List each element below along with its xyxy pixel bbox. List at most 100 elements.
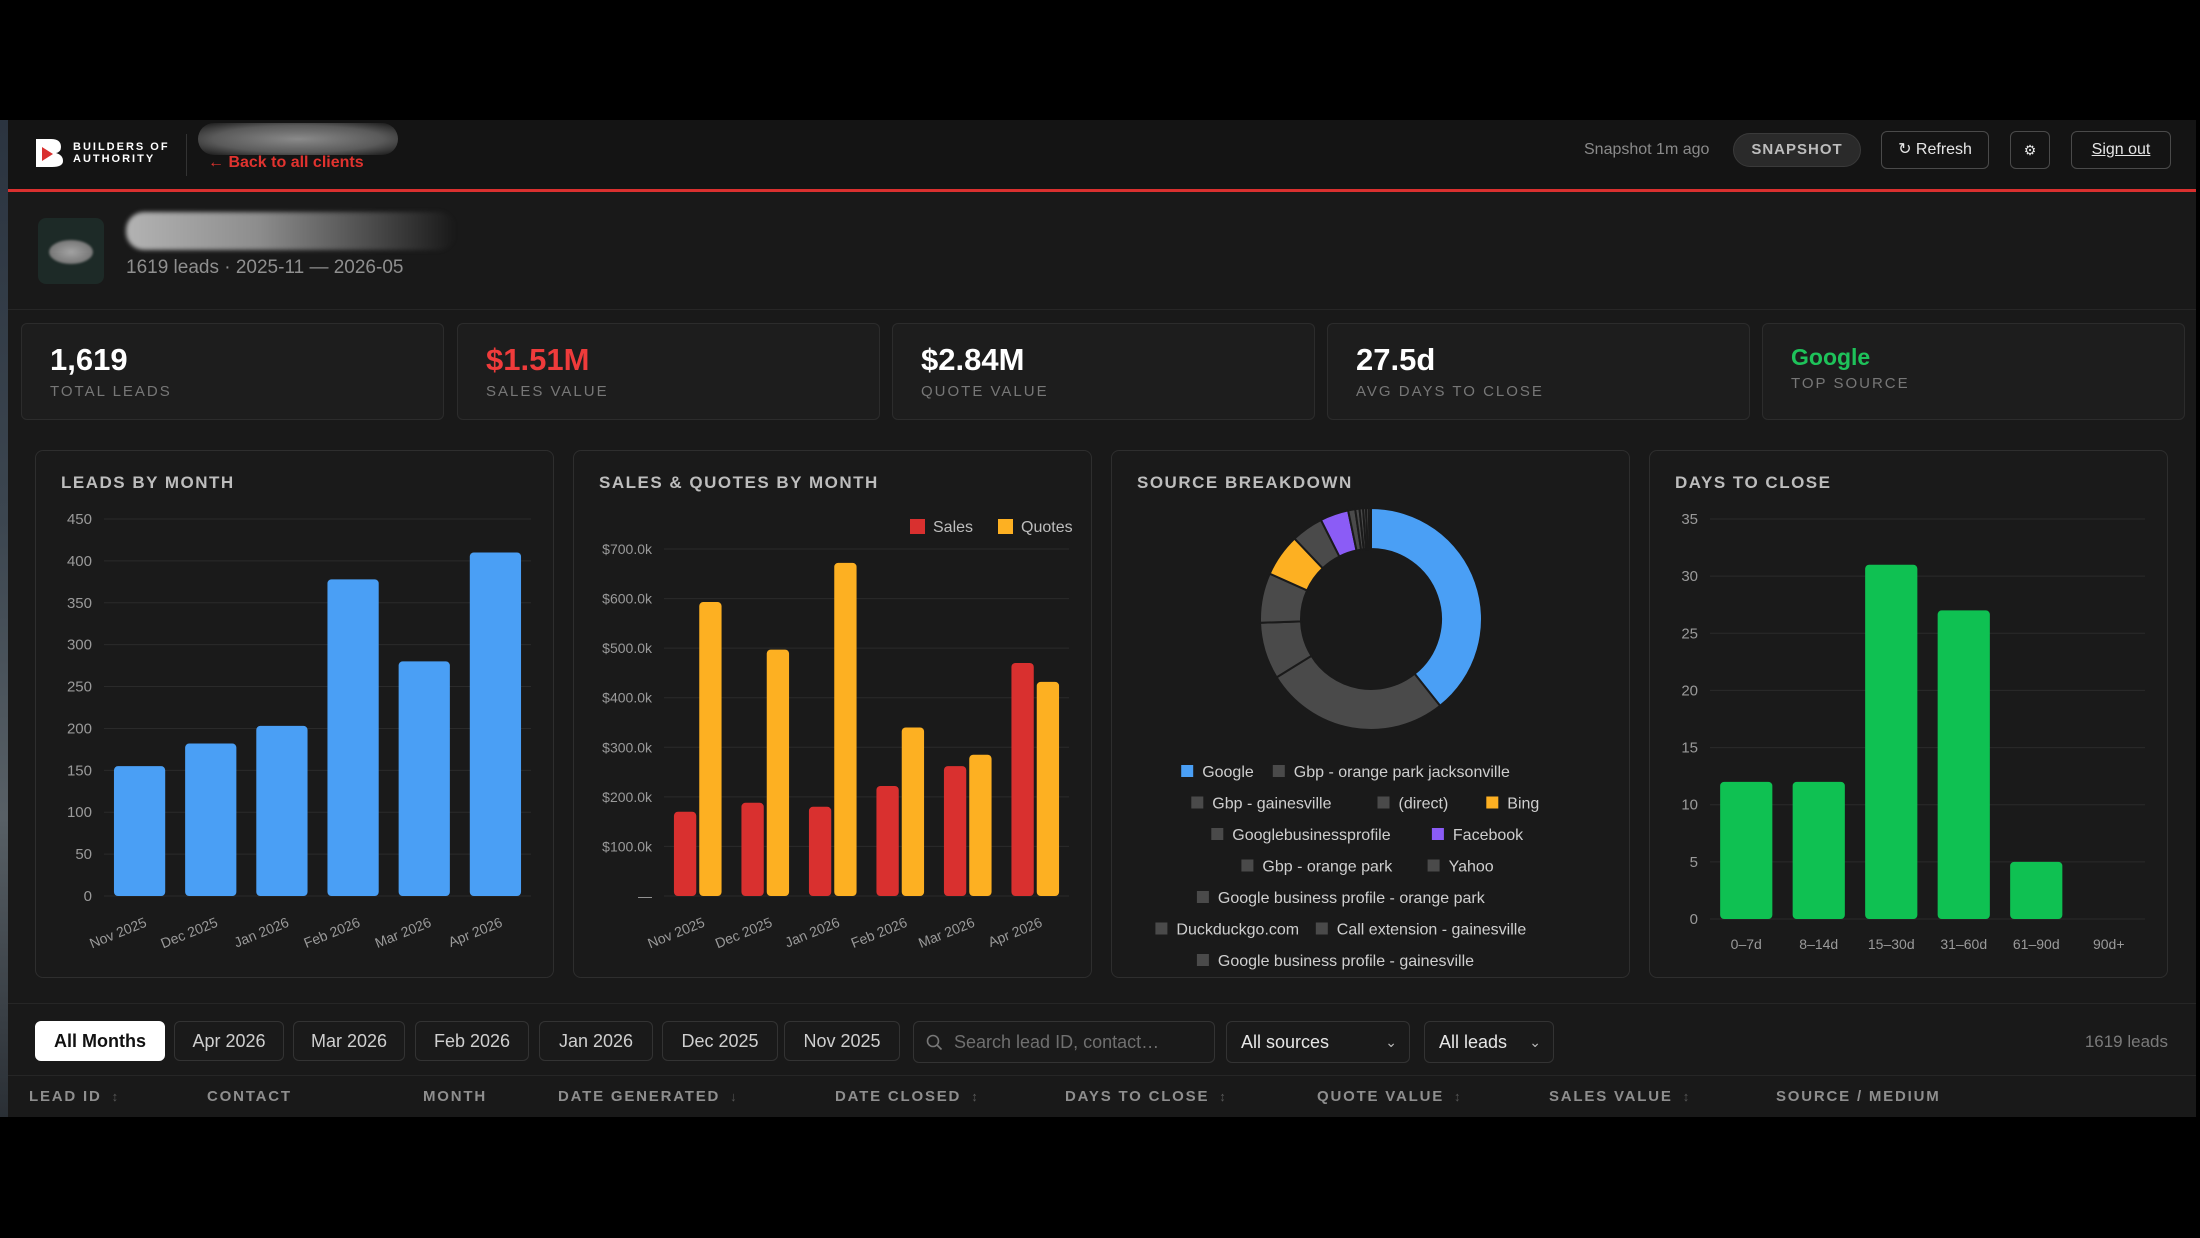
column-header-quote-value[interactable]: QUOTE VALUE ↕ — [1317, 1088, 1463, 1105]
filter-pill-jan-2026[interactable]: Jan 2026 — [539, 1021, 653, 1061]
kpi-value: Google — [1791, 344, 1871, 370]
x-tick-label: 31–60d — [1940, 936, 1987, 952]
logo-text: BUILDERS OF AUTHORITY — [73, 141, 170, 165]
legend-label: Gbp - orange park jacksonville — [1294, 764, 1510, 781]
lead-type-select[interactable]: All leads ⌄ — [1424, 1021, 1554, 1063]
filter-pill-all-months[interactable]: All Months — [35, 1021, 165, 1061]
column-header-month[interactable]: MONTH — [423, 1088, 487, 1105]
bar-value — [1937, 610, 1990, 919]
column-header-lead-id[interactable]: LEAD ID ↕ — [29, 1088, 120, 1105]
legend-swatch — [1431, 828, 1444, 840]
legend-swatch — [1196, 954, 1209, 966]
source-select[interactable]: All sources ⌄ — [1226, 1021, 1410, 1063]
redacted-client-name — [198, 123, 398, 155]
legend-swatch — [1155, 922, 1168, 935]
y-tick-label: 10 — [1681, 797, 1698, 814]
builders-of-authority-logo[interactable]: BUILDERS OF AUTHORITY — [33, 136, 178, 168]
kpi-total-leads: 1,619 TOTAL LEADS — [21, 323, 444, 420]
kpi-value: $2.84M — [921, 342, 1025, 377]
y-tick-label: 400 — [67, 553, 92, 570]
column-header-days-to-close[interactable]: DAYS TO CLOSE ↕ — [1065, 1088, 1228, 1105]
legend-label: Bing — [1507, 796, 1539, 813]
x-tick-label: Dec 2025 — [158, 914, 220, 951]
filter-pill-feb-2026[interactable]: Feb 2026 — [415, 1021, 529, 1061]
search-input[interactable] — [954, 1030, 1204, 1054]
y-tick-label: $700.0k — [602, 541, 653, 557]
gear-icon[interactable]: ⚙ — [2010, 131, 2050, 169]
kpi-label: TOP SOURCE — [1791, 375, 1910, 392]
kpi-top-source: Google TOP SOURCE — [1762, 323, 2185, 420]
legend-label: Google — [1202, 764, 1254, 781]
kpi-label: SALES VALUE — [486, 383, 609, 400]
y-tick-label: 15 — [1681, 740, 1698, 757]
legend-label: Gbp - gainesville — [1212, 796, 1331, 813]
bar-value — [2010, 861, 2063, 919]
column-header-sales-value[interactable]: SALES VALUE ↕ — [1549, 1088, 1692, 1105]
y-tick-label: $500.0k — [602, 640, 653, 656]
legend-label: Sales — [933, 519, 973, 536]
column-header-date-generated[interactable]: DATE GENERATED ↓ — [558, 1088, 739, 1105]
legend-swatch — [1191, 796, 1204, 809]
x-tick-label: Feb 2026 — [849, 914, 910, 951]
x-tick-label: 0–7d — [1731, 936, 1762, 952]
x-tick-label: Jan 2026 — [232, 914, 292, 950]
filter-pill-dec-2025[interactable]: Dec 2025 — [662, 1021, 778, 1061]
kpi-quote-value: $2.84M QUOTE VALUE — [892, 323, 1315, 420]
legend-label: Duckduckgo.com — [1176, 922, 1299, 939]
bar-quotes — [1036, 681, 1060, 896]
y-tick-label: $100.0k — [602, 838, 653, 854]
bar-quotes — [969, 754, 992, 896]
legend-swatch — [1272, 765, 1285, 777]
source-breakdown-chart: Google Gbp - orange park jacksonville Gbp … — [1155, 506, 1539, 970]
filter-pill-apr-2026[interactable]: Apr 2026 — [174, 1021, 284, 1061]
bar-value — [1792, 781, 1845, 919]
legend-label: Google business profile - gainesville — [1218, 953, 1474, 970]
app-window: BUILDERS OF AUTHORITY ← Back to all clie… — [0, 120, 2200, 1117]
column-header-contact[interactable]: CONTACT — [207, 1088, 292, 1105]
filter-pill-mar-2026[interactable]: Mar 2026 — [293, 1021, 405, 1061]
sales-quotes-panel: — $100.0k $200.0k $300.0k $400.0k $500.0k $600… — [573, 450, 1092, 978]
x-tick-label: Dec 2025 — [713, 914, 775, 951]
y-tick-label: 300 — [67, 637, 92, 654]
client-info-bar: 1619 leads · 2025-11 — 2026-05 — [8, 195, 2196, 310]
x-tick-label: Apr 2026 — [986, 914, 1045, 950]
x-tick-label: 15–30d — [1868, 936, 1915, 952]
legend-label: Googlebusinessprofile — [1232, 827, 1390, 844]
column-header-date-closed[interactable]: DATE CLOSED ↕ — [835, 1088, 980, 1105]
legend-swatch — [1427, 859, 1440, 872]
bar-sales — [876, 785, 899, 896]
legend-label: Gbp - orange park — [1262, 859, 1393, 876]
background-strip — [0, 120, 8, 1117]
table-header: LEAD ID ↕ CONTACT MONTH DATE GENERATED ↓ D… — [8, 1075, 2196, 1117]
x-tick-label: Mar 2026 — [916, 914, 977, 951]
bar-value — [256, 725, 308, 896]
legend-label: Google business profile - orange park — [1218, 890, 1486, 907]
column-header-source-medium[interactable]: SOURCE / MEDIUM — [1776, 1088, 1941, 1105]
source-select-value: All sources — [1241, 1032, 1330, 1052]
filter-pill-nov-2025[interactable]: Nov 2025 — [784, 1021, 900, 1061]
legend-swatch — [1181, 765, 1194, 777]
kpi-label: TOTAL LEADS — [50, 383, 172, 400]
top-header: BUILDERS OF AUTHORITY ← Back to all clie… — [8, 120, 2196, 192]
kpi-avg-days-to-close: 27.5d AVG DAYS TO CLOSE — [1327, 323, 1750, 420]
kpi-value: 1,619 — [50, 342, 128, 377]
kpi-label: AVG DAYS TO CLOSE — [1356, 383, 1544, 400]
panel-title: DAYS TO CLOSE — [1675, 473, 1832, 492]
days-to-close-panel: 0 5 10 15 20 25 30 35 0–7d 8–14d 15–30d 31–60d 61–90… — [1649, 450, 2168, 978]
source-breakdown-panel: Google Gbp - orange park jacksonville Gbp … — [1111, 450, 1630, 978]
leads-by-month-panel: 0 50 100 150 200 250 300 350 400 450 Nov 2025 Dec 2… — [35, 450, 554, 978]
bar-quotes — [834, 562, 857, 896]
y-tick-label: $400.0k — [602, 690, 653, 706]
sign-out-button[interactable]: Sign out — [2071, 131, 2171, 169]
panel-title: SALES & QUOTES BY MONTH — [599, 473, 879, 492]
legend-swatch — [1241, 859, 1254, 872]
sales-quotes-chart: — $100.0k $200.0k $300.0k $400.0k $500.0k $600… — [602, 519, 1073, 951]
x-tick-label: Apr 2026 — [446, 914, 505, 950]
days-to-close-chart: 0 5 10 15 20 25 30 35 0–7d 8–14d 15–30d 31–60d 61–90… — [1681, 511, 2145, 952]
pie-slice — [1367, 506, 1372, 551]
y-tick-label: $300.0k — [602, 739, 653, 755]
y-tick-label: — — [638, 888, 652, 904]
refresh-button[interactable]: ↻ Refresh — [1881, 131, 1989, 169]
redacted-avatar-image — [49, 240, 93, 264]
back-to-clients-link[interactable]: ← Back to all clients — [208, 154, 364, 171]
